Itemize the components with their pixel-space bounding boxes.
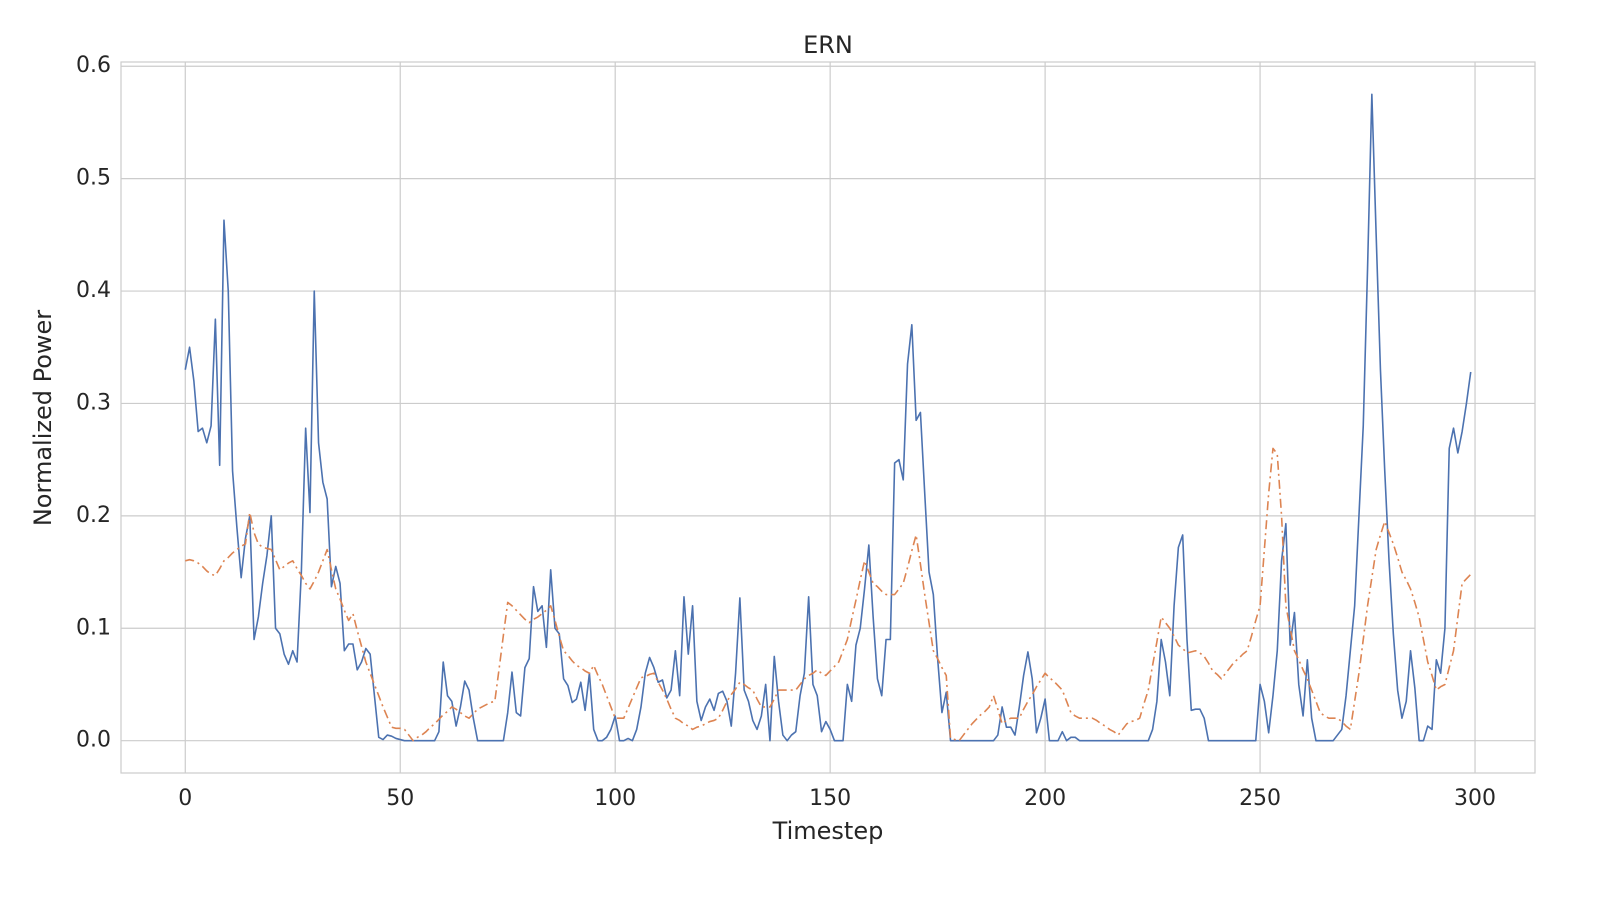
x-tick-label: 50: [386, 786, 414, 811]
x-tick-label: 200: [1024, 786, 1066, 811]
y-tick-label: 0.2: [76, 503, 111, 528]
x-tick-label: 300: [1454, 786, 1496, 811]
x-tick-label: 250: [1239, 786, 1281, 811]
chart-title: ERN: [803, 31, 853, 59]
x-axis-label: Timestep: [772, 817, 884, 845]
y-axis-label: Normalized Power: [29, 310, 57, 526]
y-tick-label: 0.4: [76, 278, 111, 303]
y-tick-label: 0.6: [76, 53, 111, 78]
y-tick-label: 0.0: [76, 728, 111, 753]
y-tick-label: 0.1: [76, 615, 111, 640]
data-line: [184, 93, 1472, 742]
plot-frame: [120, 61, 1536, 774]
x-tick-label: 100: [594, 786, 636, 811]
x-tick-label: 150: [809, 786, 851, 811]
x-tick-label: 0: [178, 786, 192, 811]
y-tick-label: 0.3: [76, 390, 111, 415]
y-tick-label: 0.5: [76, 166, 111, 191]
data-line: [185, 447, 1472, 742]
